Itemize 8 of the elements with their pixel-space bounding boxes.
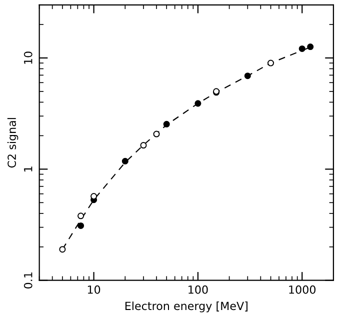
y-tick-label: 0.1 <box>24 272 32 288</box>
y-tick-label: 1 <box>24 166 32 172</box>
x-tick-label: 10 <box>88 285 100 294</box>
x-tick-label: 100 <box>188 285 208 294</box>
x-axis-title: Electron energy [MeV] <box>125 302 248 312</box>
y-axis-title: C2 signal <box>7 118 18 168</box>
y-tick-label: 10 <box>24 52 32 64</box>
x-tick-label: 1000 <box>289 285 316 294</box>
